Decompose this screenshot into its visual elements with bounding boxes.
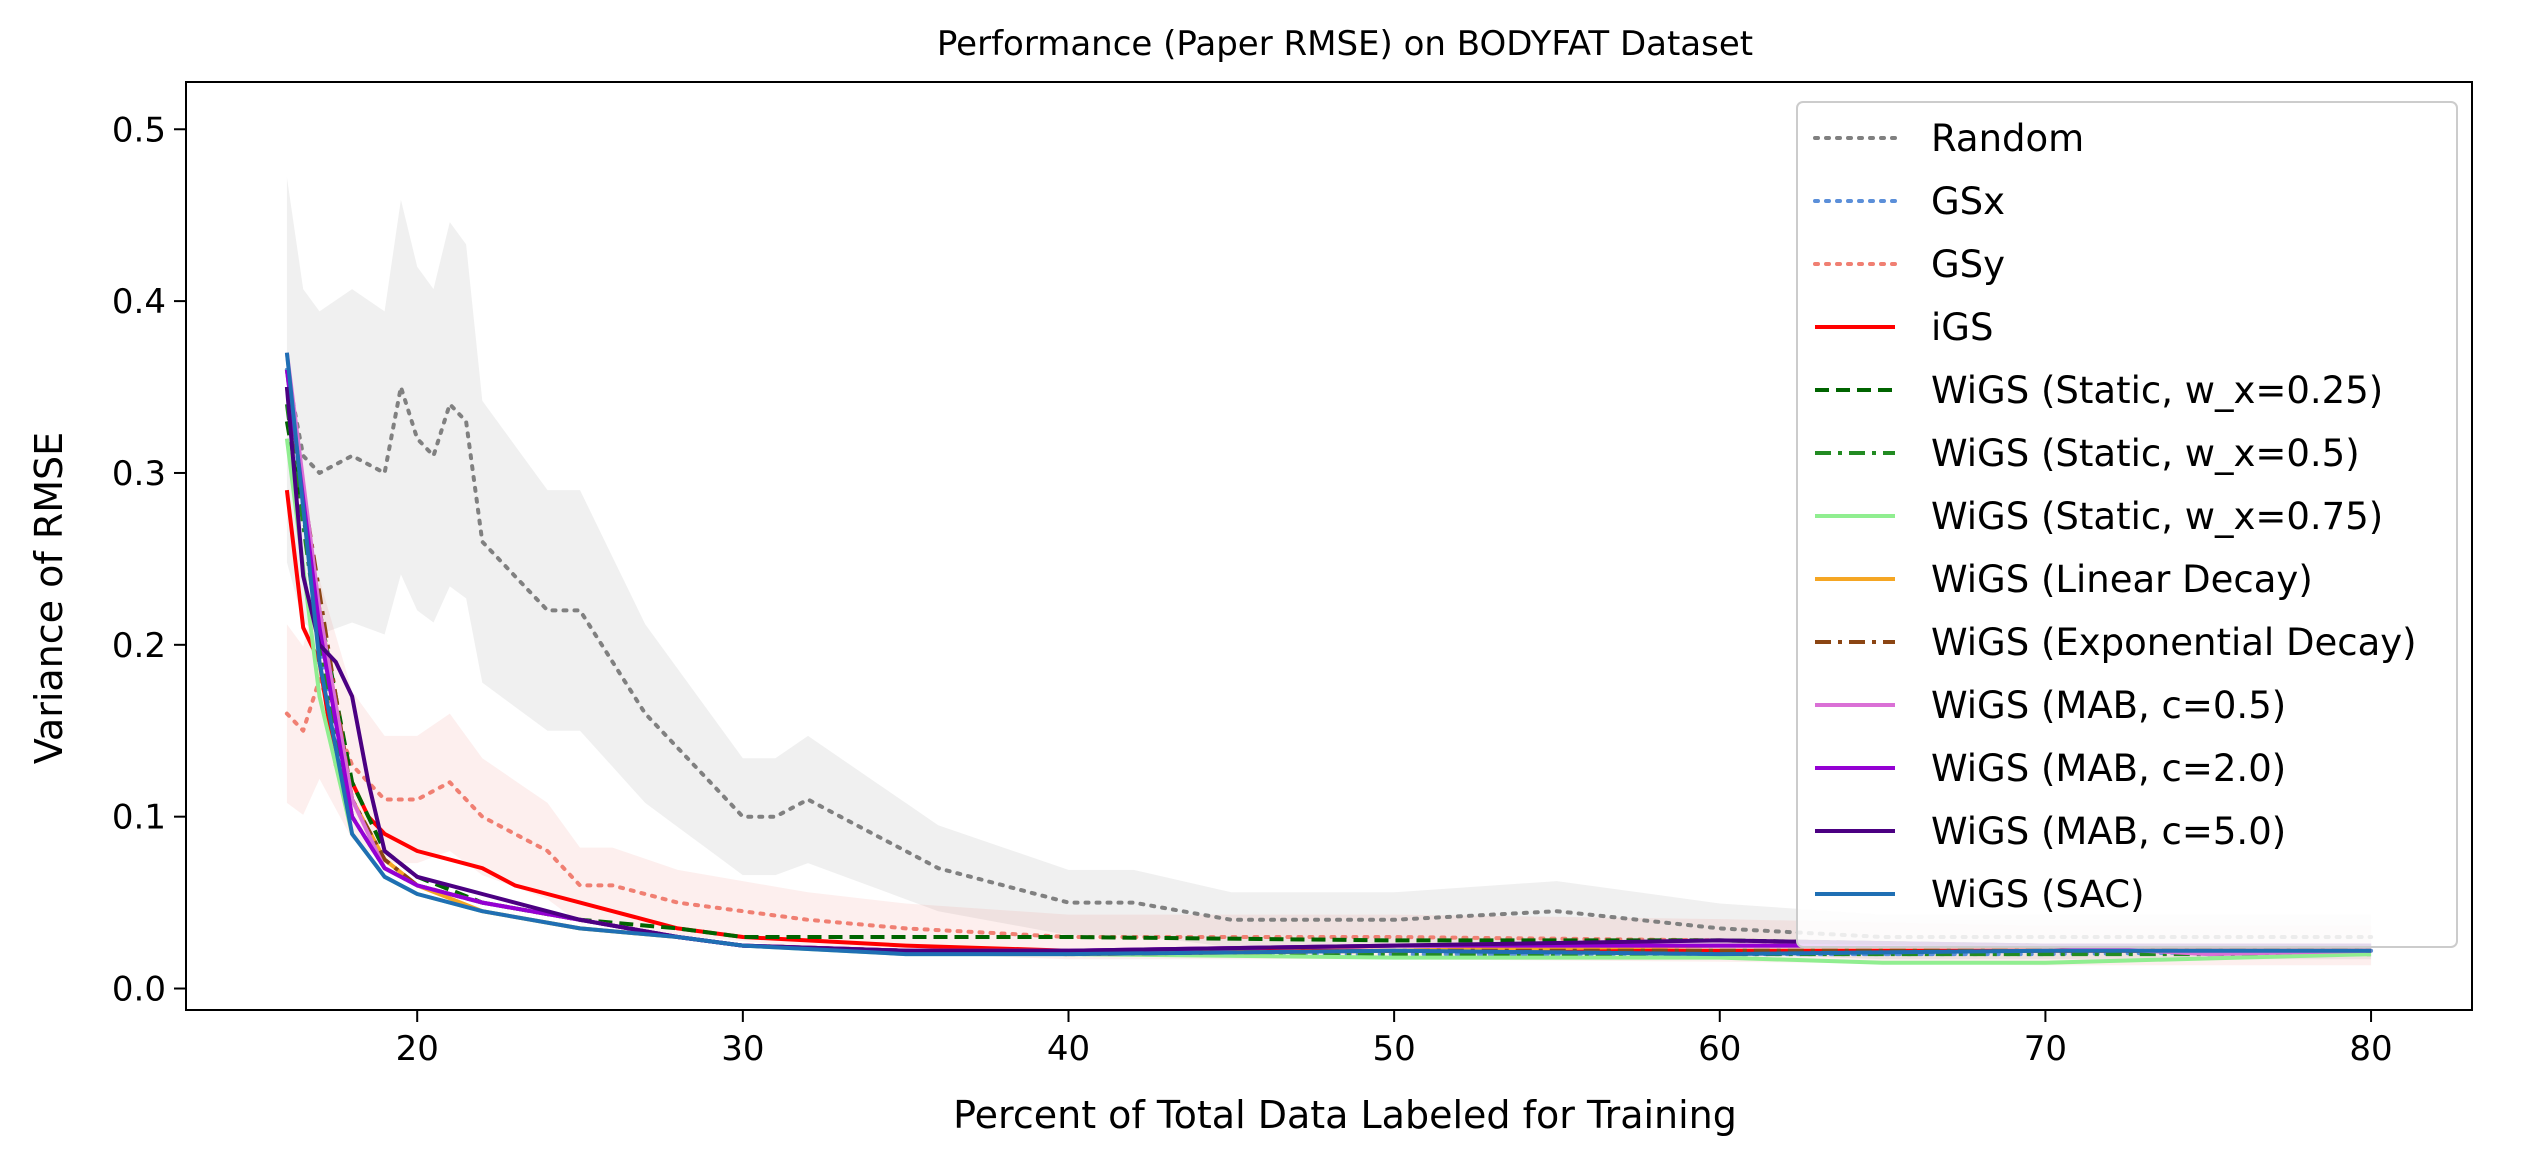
legend-label: iGS	[1931, 306, 1993, 349]
legend-label: WiGS (Exponential Decay)	[1931, 621, 2417, 664]
x-tick-label: 70	[2024, 1029, 2067, 1069]
legend-label: WiGS (Static, w_x=0.5)	[1931, 432, 2360, 475]
y-axis-title: Variance of RMSE	[27, 432, 71, 764]
x-tick-label: 60	[1698, 1029, 1741, 1069]
x-axis: 20 30 40 50 60 70 80	[396, 1010, 2393, 1069]
x-tick-label: 20	[396, 1029, 439, 1069]
series-layer	[284, 352, 2374, 965]
legend: Random GSx GSy iGS WiGS (Static, w_x=0.25) Wi…	[1796, 101, 2458, 948]
legend-label: WiGS (Static, w_x=0.25)	[1931, 369, 2383, 412]
y-tick-label: 0.2	[112, 626, 166, 666]
y-axis: 0.0 0.1 0.2 0.3 0.4 0.5	[112, 110, 186, 1010]
series-band	[286, 177, 2372, 960]
x-axis-title: Percent of Total Data Labeled for Traini…	[953, 1093, 1737, 1137]
y-tick-label: 0.5	[112, 110, 166, 150]
legend-label: GSx	[1931, 180, 2005, 223]
legend-label: WiGS (Linear Decay)	[1931, 558, 2313, 601]
legend-label: WiGS (MAB, c=0.5)	[1931, 684, 2286, 727]
y-tick-label: 0.3	[112, 454, 166, 494]
series-line	[284, 677, 2374, 948]
x-tick-label: 50	[1372, 1029, 1415, 1069]
legend-label: WiGS (SAC)	[1931, 873, 2145, 916]
y-tick-label: 0.0	[112, 970, 166, 1010]
x-tick-label: 30	[721, 1029, 764, 1069]
y-tick-label: 0.1	[112, 798, 166, 838]
legend-label: WiGS (MAB, c=2.0)	[1931, 747, 2286, 790]
series-line	[284, 352, 2372, 957]
legend-label: WiGS (MAB, c=5.0)	[1931, 810, 2286, 853]
plot-frame	[185, 81, 2473, 1011]
series-line	[284, 386, 2372, 953]
x-tick-label: 80	[2349, 1029, 2392, 1069]
y-tick-label: 0.4	[112, 282, 166, 322]
legend-label: Random	[1931, 117, 2084, 160]
x-tick-label: 40	[1047, 1029, 1090, 1069]
legend-label: GSy	[1931, 243, 2005, 286]
legend-label: WiGS (Static, w_x=0.75)	[1931, 495, 2383, 538]
series-line	[284, 367, 2374, 939]
chart-title: Performance (Paper RMSE) on BODYFAT Data…	[937, 24, 1753, 64]
legend-box	[1796, 101, 2458, 948]
